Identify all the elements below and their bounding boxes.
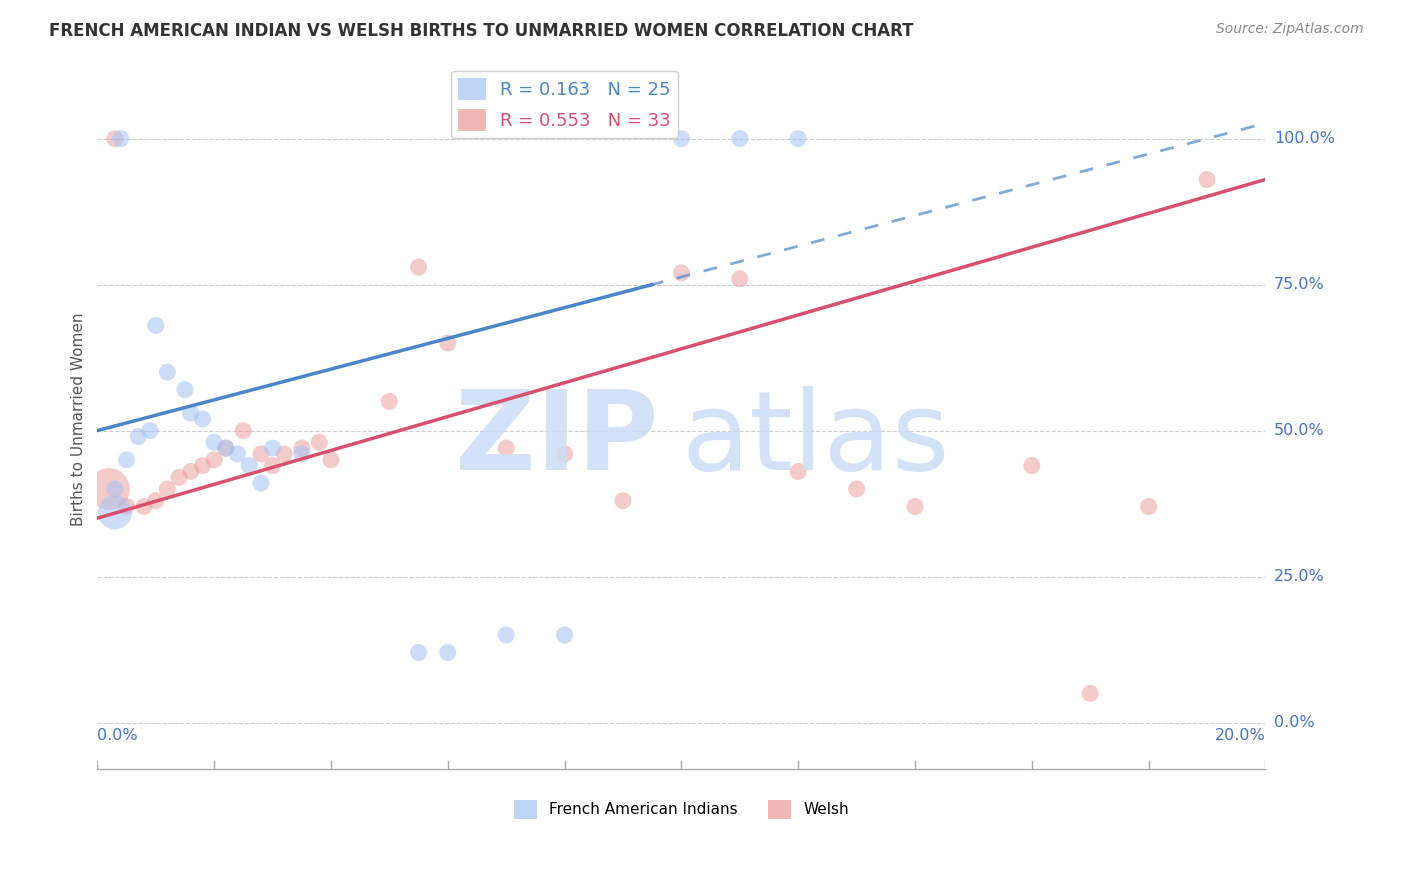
Point: [262, 458, 284, 473]
Point: [671, 266, 693, 280]
Point: [495, 441, 517, 455]
Point: [191, 458, 214, 473]
Point: [291, 447, 314, 461]
Point: [273, 447, 295, 461]
Text: 100.0%: 100.0%: [1274, 131, 1334, 146]
Point: [612, 493, 634, 508]
Point: [904, 500, 927, 514]
Point: [408, 646, 430, 660]
Point: [1137, 500, 1160, 514]
Point: [215, 441, 238, 455]
Point: [145, 318, 167, 333]
Point: [1021, 458, 1043, 473]
Text: 25.0%: 25.0%: [1274, 569, 1324, 584]
Text: ZIP: ZIP: [454, 386, 658, 493]
Point: [250, 476, 273, 491]
Point: [202, 452, 225, 467]
Text: 50.0%: 50.0%: [1274, 423, 1324, 438]
Point: [167, 470, 190, 484]
Text: FRENCH AMERICAN INDIAN VS WELSH BIRTHS TO UNMARRIED WOMEN CORRELATION CHART: FRENCH AMERICAN INDIAN VS WELSH BIRTHS T…: [49, 22, 914, 40]
Point: [110, 131, 132, 145]
Point: [215, 441, 238, 455]
Point: [127, 429, 149, 443]
Point: [156, 482, 179, 496]
Point: [554, 628, 576, 642]
Point: [104, 482, 127, 496]
Point: [250, 447, 273, 461]
Text: 0.0%: 0.0%: [97, 729, 138, 743]
Point: [1078, 686, 1101, 700]
Point: [495, 628, 517, 642]
Point: [436, 646, 458, 660]
Legend: French American Indians, Welsh: French American Indians, Welsh: [508, 794, 855, 825]
Point: [845, 482, 868, 496]
Point: [728, 131, 751, 145]
Text: 0.0%: 0.0%: [1274, 715, 1315, 730]
Point: [408, 260, 430, 274]
Point: [232, 424, 254, 438]
Point: [308, 435, 330, 450]
Text: 20.0%: 20.0%: [1215, 729, 1265, 743]
Point: [115, 500, 138, 514]
Point: [174, 383, 197, 397]
Text: 75.0%: 75.0%: [1274, 277, 1324, 292]
Point: [671, 131, 693, 145]
Point: [132, 500, 155, 514]
Y-axis label: Births to Unmarried Women: Births to Unmarried Women: [72, 312, 86, 525]
Point: [191, 412, 214, 426]
Point: [378, 394, 401, 409]
Point: [238, 458, 260, 473]
Point: [98, 482, 121, 496]
Point: [115, 452, 138, 467]
Point: [156, 365, 179, 379]
Point: [728, 272, 751, 286]
Point: [139, 424, 162, 438]
Point: [1195, 172, 1218, 186]
Point: [180, 465, 202, 479]
Point: [104, 505, 127, 519]
Point: [226, 447, 249, 461]
Point: [262, 441, 284, 455]
Point: [787, 465, 810, 479]
Point: [554, 447, 576, 461]
Point: [319, 452, 342, 467]
Text: Source: ZipAtlas.com: Source: ZipAtlas.com: [1216, 22, 1364, 37]
Point: [436, 336, 458, 351]
Point: [180, 406, 202, 420]
Text: atlas: atlas: [682, 386, 950, 493]
Point: [202, 435, 225, 450]
Point: [145, 493, 167, 508]
Point: [104, 131, 127, 145]
Point: [787, 131, 810, 145]
Point: [291, 441, 314, 455]
